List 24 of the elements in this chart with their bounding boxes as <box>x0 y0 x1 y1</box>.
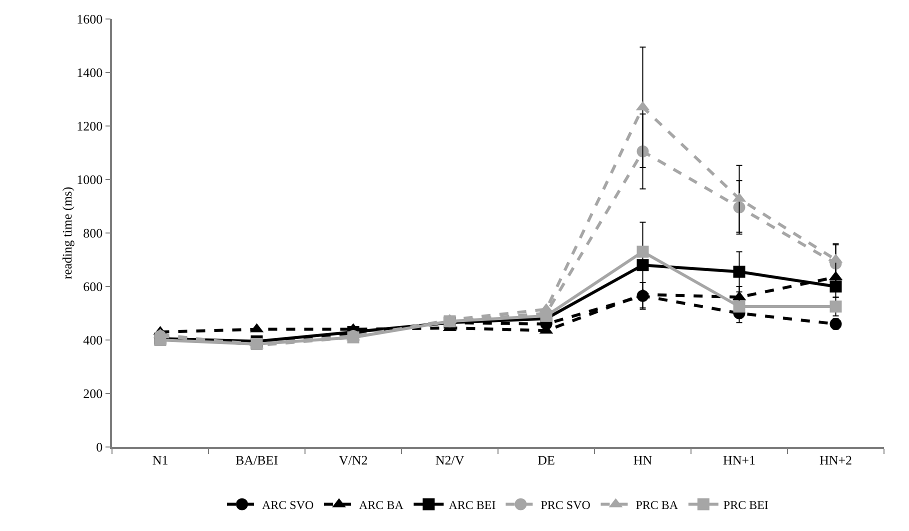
legend-label: PRC BA <box>636 498 678 512</box>
y-axis-title: reading time (ms) <box>60 186 75 280</box>
legend-label: PRC BEI <box>723 498 768 512</box>
x-tick-label: BA/BEI <box>235 452 278 468</box>
y-tick-label: 1400 <box>76 65 103 80</box>
legend-label: ARC BA <box>359 498 404 512</box>
y-tick-label: 1000 <box>76 172 103 188</box>
x-tick-label: HN+2 <box>819 452 852 468</box>
x-tick-label: N2/V <box>435 452 465 468</box>
legend-label: ARC BEI <box>448 498 496 512</box>
x-tick-label: N1 <box>152 452 168 468</box>
legend-label: ARC SVO <box>262 498 314 512</box>
y-tick-label: 1600 <box>76 12 103 27</box>
y-tick-label: 800 <box>83 226 103 241</box>
x-tick-label: V/N2 <box>338 452 368 468</box>
y-tick-label: 200 <box>83 386 103 402</box>
x-tick-label: DE <box>538 452 555 468</box>
y-tick-label: 0 <box>96 440 103 455</box>
y-tick-label: 400 <box>83 332 103 348</box>
x-tick-label: HN+1 <box>722 452 756 468</box>
x-tick-label: HN <box>633 452 653 468</box>
legend-label: PRC SVO <box>540 498 591 512</box>
y-tick-label: 600 <box>83 279 103 294</box>
y-tick-label: 1200 <box>76 118 103 134</box>
